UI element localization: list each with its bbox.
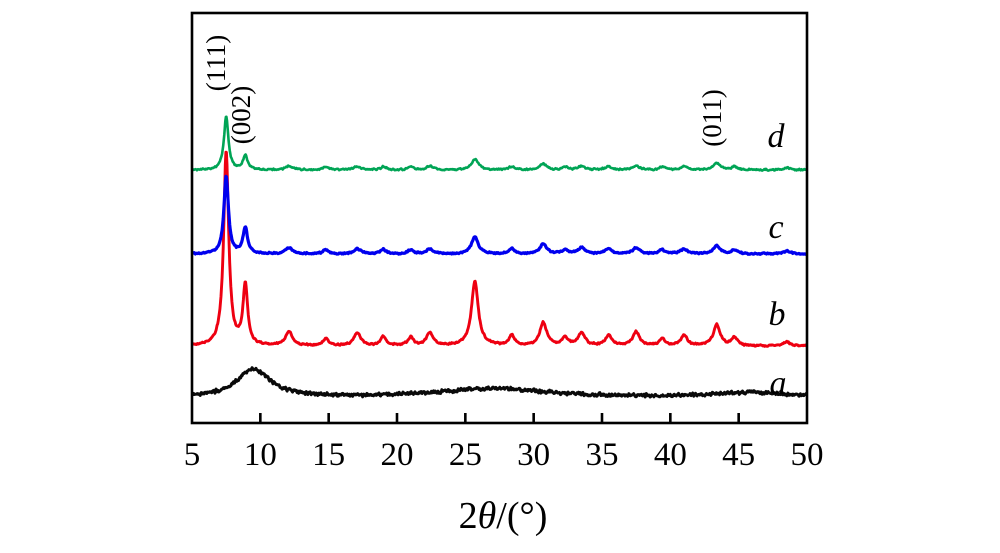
traces-group [192,115,807,399]
x-tick-label-10: 10 [244,437,277,473]
trace-b [192,150,807,348]
x-tick-label-20: 20 [381,437,414,473]
series-label-d: d [768,118,786,155]
x-axis-title: 2θ/(°) [459,495,548,537]
x-tick-label-35: 35 [586,437,619,473]
x-tick-label-5: 5 [184,437,201,473]
series-label-b: b [769,296,786,333]
x-tick-label-50: 50 [791,437,824,473]
x-tick-label-40: 40 [654,437,687,473]
x-tick-label-45: 45 [722,437,755,473]
x-tick-label-25: 25 [449,437,482,473]
plot-border [190,11,809,425]
peak-label-002: (002) [226,86,256,144]
series-label-a: a [770,365,787,402]
x-tick-label-15: 15 [312,437,345,473]
trace-a [192,366,807,399]
peak-label-111: (111) [201,35,231,91]
series-label-c: c [768,209,783,246]
x-tick-label-30: 30 [517,437,550,473]
trace-c [192,174,807,256]
peak-label-011: (011) [697,89,727,146]
trace-d [192,115,807,172]
